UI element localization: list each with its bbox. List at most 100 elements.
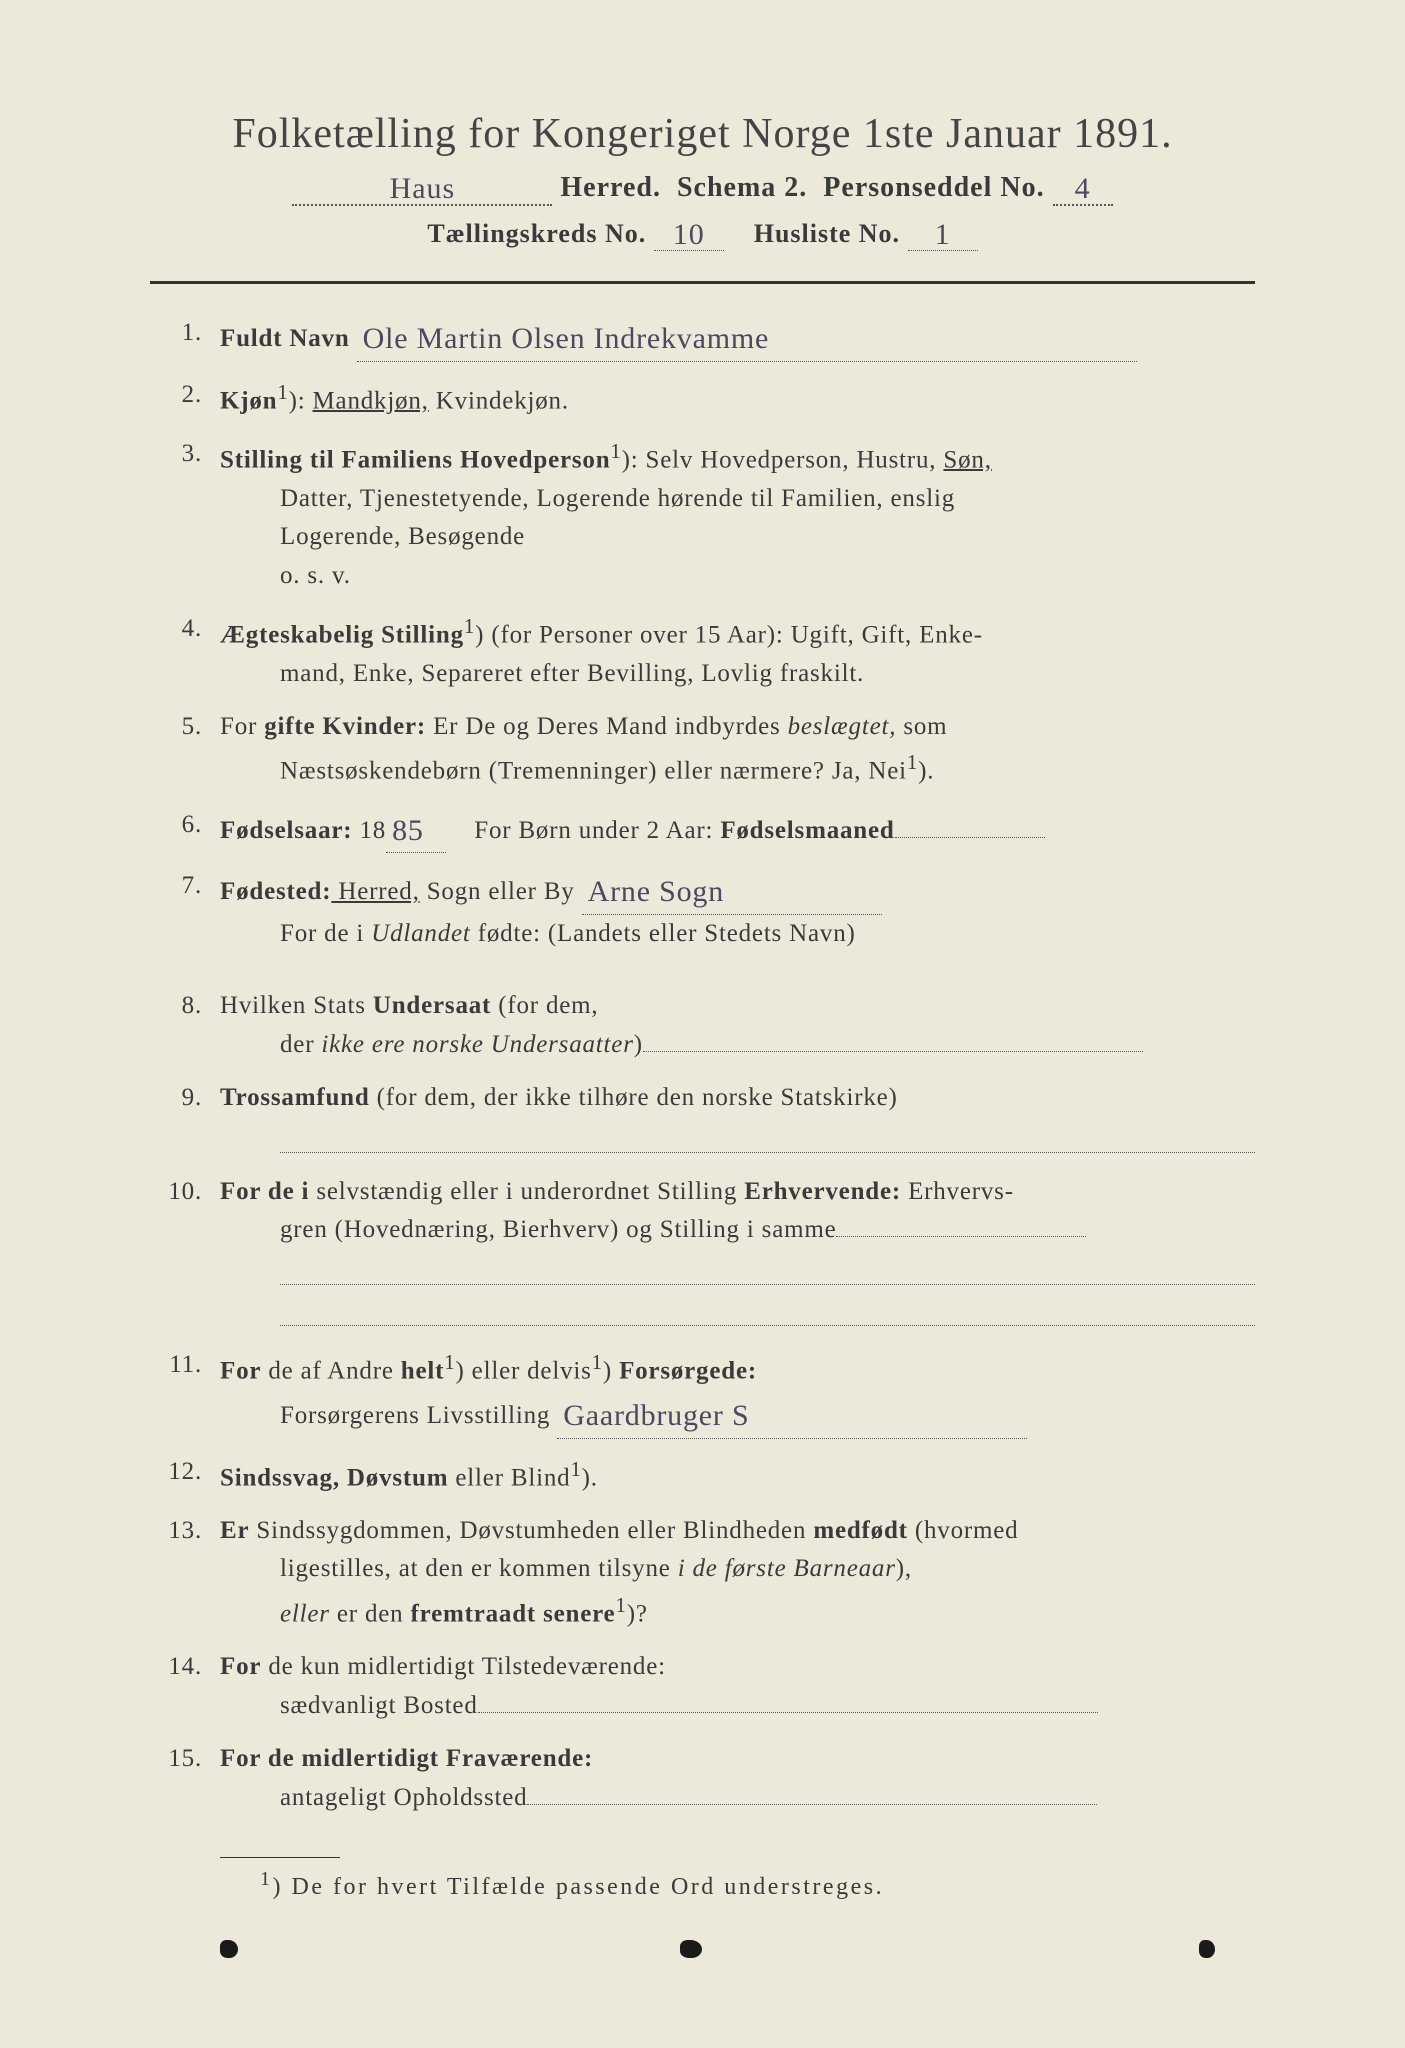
- item-1: 1. Fuldt Navn Ole Martin Olsen Indrekvam…: [150, 314, 1255, 362]
- sup: 1: [464, 614, 475, 638]
- text: (for dem, der ikke tilhøre den norske St…: [370, 1084, 898, 1111]
- cont-lead: For de i: [280, 920, 371, 947]
- cont1-ital: i de første Barneaar: [678, 1555, 896, 1582]
- personseddel-no: 4: [1069, 172, 1097, 205]
- label: Fødested:: [220, 878, 331, 905]
- fullname-value: Ole Martin Olsen Indrekvamme: [357, 322, 775, 355]
- lead: Er: [220, 1517, 249, 1544]
- bold-a: helt: [401, 1357, 444, 1384]
- ink-blob-icon: [220, 1940, 238, 1958]
- bold: Erhvervende:: [744, 1178, 901, 1205]
- item-number: 1.: [150, 314, 220, 362]
- text-a: de af Andre: [261, 1357, 401, 1384]
- census-form-page: Folketælling for Kongeriget Norge 1ste J…: [60, 60, 1345, 1988]
- bold: medfødt: [813, 1517, 907, 1544]
- label: Kjøn: [220, 387, 277, 414]
- cont-tail: ): [634, 1031, 643, 1058]
- lead: For: [220, 1745, 261, 1772]
- text: Sogn eller By: [420, 878, 575, 905]
- item-6: 6. Fødselsaar: 1885 For Børn under 2 Aar…: [150, 806, 1255, 854]
- item-number: 13.: [150, 1512, 220, 1635]
- item-number: 3.: [150, 435, 220, 596]
- cont: sædvanligt Bosted: [280, 1692, 478, 1719]
- item-number: 2.: [150, 376, 220, 421]
- sex-rest: Kvindekjøn.: [429, 387, 569, 414]
- year-hand: 85: [386, 814, 430, 847]
- sup: 1: [570, 1457, 581, 1481]
- cont-lead: der: [280, 1031, 321, 1058]
- item-number: 4.: [150, 610, 220, 694]
- bold: Trossamfund: [220, 1084, 370, 1111]
- text: eller Blind: [448, 1464, 570, 1491]
- label: Fødselsaar:: [220, 817, 352, 844]
- sex-underlined: Mandkjøn,: [313, 387, 429, 414]
- cont2-text: er den: [330, 1601, 411, 1628]
- label2: Fødselsmaaned: [720, 817, 894, 844]
- blank: [643, 1051, 1143, 1052]
- tail: ).: [582, 1464, 598, 1491]
- cont-label: Forsørgerens Livsstilling: [280, 1402, 550, 1429]
- lead: For: [220, 1653, 261, 1680]
- month-blank: [895, 837, 1045, 838]
- herred-value: Haus: [384, 172, 462, 205]
- item-number: 12.: [150, 1453, 220, 1498]
- subtitle-line: Haus Herred. Schema 2. Personseddel No. …: [60, 170, 1345, 206]
- cont2-tail: )?: [627, 1601, 648, 1628]
- husliste-no: 1: [929, 218, 957, 251]
- blank-line: [280, 1118, 1255, 1153]
- text-a: Sindssygdommen, Døvstumheden eller Blind…: [249, 1517, 813, 1544]
- footnote: 1) De for hvert Tilfælde passende Ord un…: [260, 1868, 1345, 1901]
- cont1-b: ),: [896, 1555, 912, 1582]
- blank: [836, 1236, 1086, 1237]
- cont1-a: ligestilles, at den er kommen tilsyne: [280, 1555, 678, 1582]
- text-c: ): [603, 1357, 619, 1384]
- item-number: 15.: [150, 1740, 220, 1818]
- item-number: 10.: [150, 1173, 220, 1333]
- item-4: 4. Ægteskabelig Stilling1) (for Personer…: [150, 610, 1255, 694]
- item-9: 9. Trossamfund (for dem, der ikke tilhør…: [150, 1079, 1255, 1159]
- cont2: Logerende, Besøgende: [220, 518, 1255, 557]
- text-b: (for dem,: [491, 992, 598, 1019]
- item-2: 2. Kjøn1): Mandkjøn, Kvindekjøn.: [150, 376, 1255, 421]
- tail: ).: [918, 758, 934, 785]
- label: Fuldt Navn: [220, 325, 350, 352]
- personseddel-label: Personseddel No.: [823, 172, 1044, 203]
- item-number: 9.: [150, 1079, 220, 1159]
- item-14: 14. For de kun midlertidigt Tilstedevære…: [150, 1648, 1255, 1726]
- provider-hand: Gaardbruger S: [557, 1399, 755, 1432]
- bold: de midlertidigt Fraværende:: [261, 1745, 593, 1772]
- text-b: (hvormed: [908, 1517, 1019, 1544]
- relation-underlined: Søn,: [943, 446, 991, 473]
- form-body: 1. Fuldt Navn Ole Martin Olsen Indrekvam…: [150, 314, 1255, 1817]
- text-b: ) eller delvis: [456, 1357, 592, 1384]
- underlined: Herred,: [331, 878, 419, 905]
- item-15: 15. For de midlertidigt Fraværende: anta…: [150, 1740, 1255, 1818]
- item-10: 10. For de i selvstændig eller i underor…: [150, 1173, 1255, 1333]
- cont-ital: Udlandet: [371, 920, 470, 947]
- sup: 1: [610, 439, 621, 463]
- text: Er De og Deres Mand indbyrdes: [426, 713, 788, 740]
- cont1: Datter, Tjenestetyende, Logerende hørend…: [220, 480, 1255, 519]
- husliste-label: Husliste No.: [754, 219, 900, 248]
- item-8: 8. Hvilken Stats Undersaat (for dem, der…: [150, 987, 1255, 1065]
- schema-label: Schema 2.: [677, 172, 807, 203]
- item-number: 7.: [150, 867, 220, 953]
- text-a: selvstændig eller i underordnet Stilling: [309, 1178, 744, 1205]
- text-a: Hvilken Stats: [220, 992, 373, 1019]
- cont: mand, Enke, Separeret efter Bevilling, L…: [220, 655, 1255, 694]
- year-prefix: 18: [352, 817, 386, 844]
- text: de kun midlertidigt Tilstedeværende:: [261, 1653, 666, 1680]
- footnote-sup: 1: [260, 1868, 273, 1890]
- blank-line: [280, 1250, 1255, 1285]
- cont: antageligt Opholdssted: [280, 1784, 527, 1811]
- kreds-label: Tællingskreds No.: [427, 219, 646, 248]
- bold: gifte Kvinder:: [264, 713, 426, 740]
- item-number: 8.: [150, 987, 220, 1065]
- birthplace-hand: Arne Sogn: [582, 875, 730, 908]
- bold: Undersaat: [373, 992, 491, 1019]
- sup: 1: [277, 380, 288, 404]
- text: ) (for Personer over 15 Aar): Ugift, Gif…: [475, 621, 983, 648]
- herred-label: Herred.: [560, 172, 661, 203]
- ink-blob-icon: [680, 1940, 702, 1958]
- cont2-bold: fremtraadt senere: [411, 1601, 616, 1628]
